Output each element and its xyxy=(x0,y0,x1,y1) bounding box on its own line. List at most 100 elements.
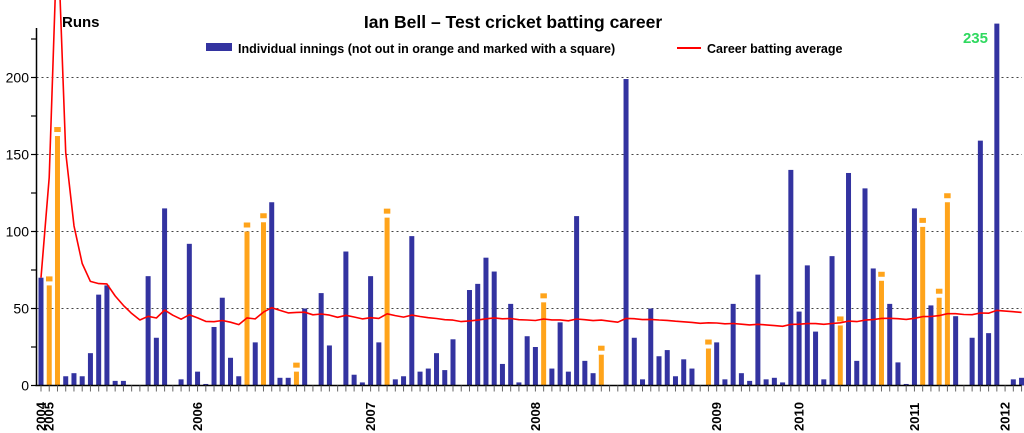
innings-bar xyxy=(631,337,637,386)
innings-bar xyxy=(483,257,489,386)
innings-bar xyxy=(228,357,234,386)
innings-bar-not-out xyxy=(598,354,604,386)
innings-bar xyxy=(401,376,407,386)
not-out-marker xyxy=(935,288,943,294)
axes-layer xyxy=(31,28,1023,392)
innings-bar xyxy=(821,379,827,386)
x-axis-year-label: 2005 xyxy=(42,402,57,431)
innings-bar xyxy=(96,294,102,386)
innings-bar xyxy=(178,379,184,386)
not-out-marker xyxy=(45,276,53,282)
innings-bar xyxy=(771,377,777,386)
innings-bar xyxy=(508,303,514,386)
y-axis-tick-label: 200 xyxy=(6,70,30,86)
innings-bar xyxy=(738,373,744,386)
innings-bar xyxy=(442,370,448,386)
innings-bar xyxy=(557,322,563,386)
innings-bar xyxy=(318,293,324,386)
x-axis-year-label: 2006 xyxy=(190,402,205,431)
innings-bar xyxy=(565,371,571,386)
not-out-marker xyxy=(837,316,844,322)
innings-bar xyxy=(969,337,975,386)
legend: Individual innings (not out in orange an… xyxy=(206,42,843,56)
bars-layer xyxy=(38,23,1024,386)
innings-bar xyxy=(211,326,217,386)
legend-average-label: Career batting average xyxy=(707,42,843,56)
innings-bar xyxy=(895,362,901,386)
innings-bar xyxy=(681,359,687,386)
innings-bar-not-out xyxy=(46,285,52,386)
innings-bar xyxy=(120,380,126,386)
innings-bar xyxy=(804,265,810,386)
innings-bar xyxy=(953,316,959,386)
legend-innings-swatch xyxy=(206,43,232,51)
innings-bar xyxy=(656,356,662,386)
innings-bar xyxy=(285,377,291,386)
innings-bar xyxy=(755,274,761,386)
innings-bar xyxy=(911,208,917,386)
innings-bar xyxy=(977,140,983,386)
x-axis-year-label: 2012 xyxy=(998,402,1013,431)
innings-bar-not-out xyxy=(878,280,884,386)
innings-bar xyxy=(326,345,332,386)
innings-bar xyxy=(71,373,77,386)
innings-bar xyxy=(903,383,909,386)
innings-bar xyxy=(722,379,728,386)
innings-bar xyxy=(928,305,934,386)
not-out-markers-layer xyxy=(45,127,951,368)
innings-bar-not-out xyxy=(837,325,843,386)
innings-bar xyxy=(302,308,308,386)
x-axis-year-label: 2009 xyxy=(709,402,724,431)
innings-bar xyxy=(846,172,852,386)
innings-bar xyxy=(368,276,374,386)
innings-bar-not-out xyxy=(244,231,250,386)
innings-bar xyxy=(516,382,522,386)
not-out-marker xyxy=(878,271,885,277)
not-out-marker xyxy=(243,222,251,228)
innings-bar xyxy=(870,268,876,386)
innings-bar xyxy=(195,371,201,386)
innings-bar xyxy=(887,303,893,386)
innings-bar xyxy=(236,376,242,386)
innings-bar xyxy=(425,368,431,386)
innings-bar xyxy=(747,380,753,386)
innings-bar-not-out xyxy=(293,371,299,386)
innings-bar xyxy=(648,308,654,386)
innings-bar-not-out xyxy=(920,226,926,386)
x-axis-year-label: 2011 xyxy=(907,403,922,431)
innings-bar xyxy=(376,342,382,386)
legend-innings-label: Individual innings (not out in orange an… xyxy=(238,42,615,56)
innings-bar xyxy=(574,216,580,386)
innings-bar xyxy=(780,382,786,386)
innings-bar xyxy=(343,251,349,386)
innings-bar xyxy=(392,379,398,386)
innings-bar xyxy=(277,377,283,386)
innings-bar xyxy=(730,303,736,386)
y-axis-tick-label: 0 xyxy=(21,378,29,394)
innings-bar xyxy=(640,379,646,386)
innings-bar xyxy=(269,202,275,386)
innings-bar xyxy=(491,271,497,386)
y-axis-tick-label: 150 xyxy=(6,147,30,163)
innings-bar xyxy=(854,360,860,386)
innings-bar xyxy=(219,297,225,386)
y-axis-tick-label: 100 xyxy=(6,224,30,240)
innings-bar xyxy=(359,382,365,386)
innings-bar-not-out xyxy=(384,217,390,386)
innings-bar-not-out xyxy=(936,297,942,386)
innings-bar xyxy=(623,79,629,386)
not-out-marker xyxy=(540,293,547,299)
innings-bar xyxy=(714,342,720,386)
gridlines-layer xyxy=(36,77,1022,309)
x-axis-year-label: 2008 xyxy=(528,402,543,431)
innings-bar-not-out xyxy=(944,202,950,386)
not-out-marker xyxy=(944,193,951,199)
not-out-marker xyxy=(705,339,712,345)
not-out-marker xyxy=(293,362,300,368)
innings-bar xyxy=(203,383,209,386)
innings-bar xyxy=(112,380,118,386)
not-out-marker xyxy=(260,213,267,219)
